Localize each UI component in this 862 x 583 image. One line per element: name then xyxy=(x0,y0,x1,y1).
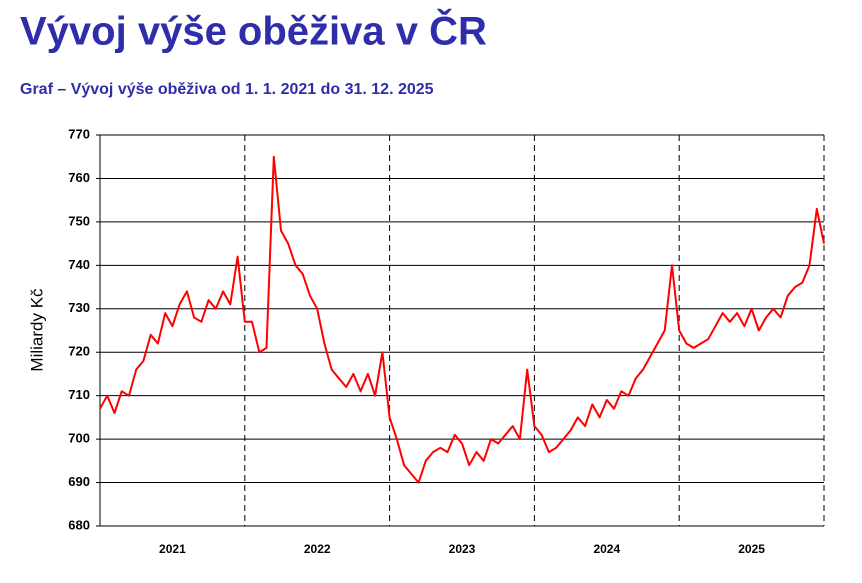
y-tick-label: 760 xyxy=(68,170,90,185)
y-tick-label: 740 xyxy=(68,257,90,272)
x-tick-label: 2023 xyxy=(449,542,476,556)
x-tick-label: 2025 xyxy=(738,542,765,556)
chart-subtitle: Graf – Vývoj výše oběživa od 1. 1. 2021 … xyxy=(20,81,434,98)
y-tick-label: 720 xyxy=(68,344,90,359)
y-tick-label: 730 xyxy=(68,300,90,315)
y-tick-label: 680 xyxy=(68,517,90,532)
chart-title: Vývoj výše oběživa v ČR xyxy=(20,8,487,54)
y-tick-label: 700 xyxy=(68,431,90,446)
y-tick-label: 750 xyxy=(68,213,90,228)
x-tick-label: 2022 xyxy=(304,542,331,556)
data-line xyxy=(99,155,825,484)
y-tick-label: 690 xyxy=(68,474,90,489)
x-tick-label: 2024 xyxy=(593,542,620,556)
y-tick-label: 770 xyxy=(68,126,90,141)
y-tick-label: 710 xyxy=(68,387,90,402)
x-tick-label: 2021 xyxy=(159,542,186,556)
y-axis-label: Miliardy Kč xyxy=(27,288,46,372)
